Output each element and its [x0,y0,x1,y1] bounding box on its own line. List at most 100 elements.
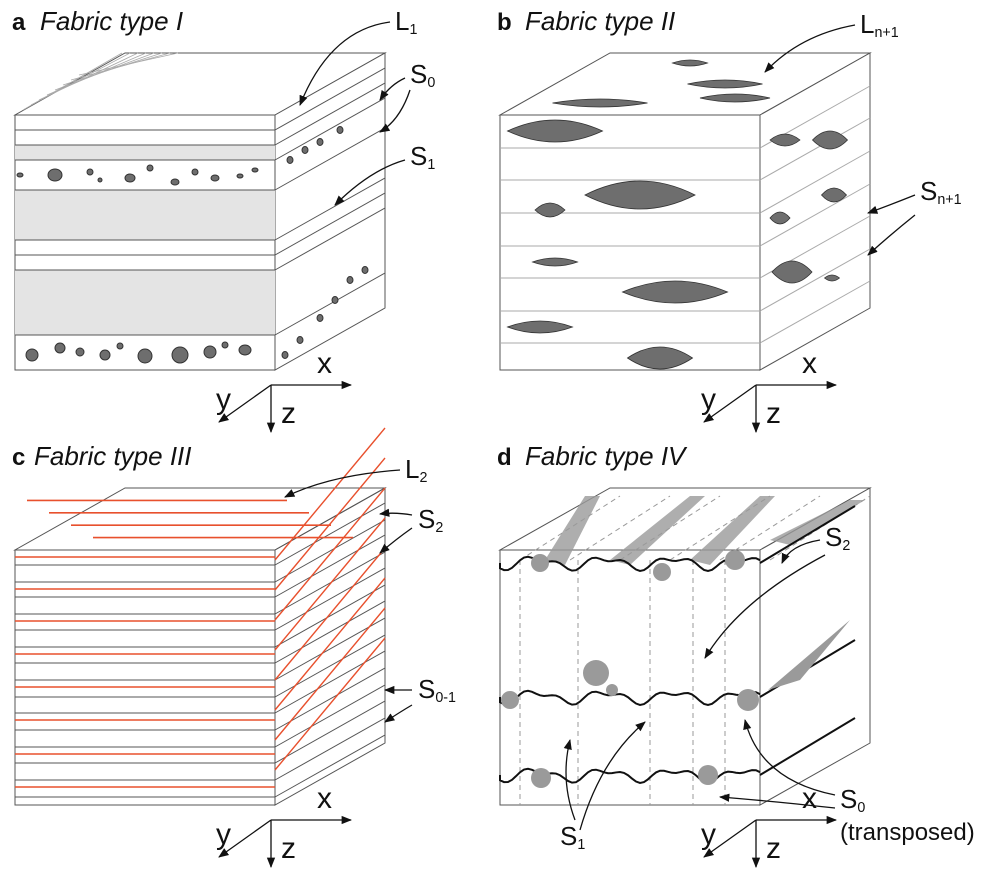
axis-label: z [766,832,781,865]
label-sub: 0 [857,800,865,816]
clast [48,169,62,181]
clast [297,337,303,344]
label-sub: 2 [435,520,443,536]
axis-label: x [317,782,332,815]
label: L1 [395,6,417,38]
axis-label: y [216,383,231,416]
clast [87,169,93,175]
label-main: L [405,454,419,484]
label: Sn+1 [920,176,962,208]
clast [501,691,519,709]
clast [17,173,23,177]
label: L2 [405,454,427,486]
clast [302,147,308,154]
label-main: S [840,784,857,814]
clast [725,550,745,570]
label-sub: n+1 [874,25,898,41]
clast [171,179,179,185]
clast [606,684,618,696]
axis-label: z [281,832,296,865]
clast [125,174,135,182]
axis-label: x [802,347,817,380]
clast [287,157,293,164]
clast [698,765,718,785]
arrow [868,195,915,213]
panel-letter: b [497,9,512,36]
panel-letter: c [12,444,25,471]
clast [347,277,353,284]
clast [653,563,671,581]
axis-label: x [317,347,332,380]
label-sub: 0 [427,75,435,91]
label-main: L [395,6,409,36]
axis-label: y [701,818,716,851]
label-sub: 2 [842,538,850,554]
axis-label: z [281,397,296,430]
clast [147,165,153,171]
label: S0 [840,784,865,816]
panel-letter: a [12,9,26,36]
label-main: S [560,821,577,851]
clast [337,127,343,134]
gray-band [15,270,275,335]
label-sub: n+1 [937,192,961,208]
clast [737,689,759,711]
clast [100,350,110,360]
page: aFabric type IL1S0S1xyzbFabric type IILn… [0,0,1000,870]
figure: aFabric type IL1S0S1xyzbFabric type IILn… [0,0,1000,870]
clast [317,139,323,146]
label-sub: 1 [577,837,585,853]
clast [172,347,188,363]
label-sub: 1 [409,22,417,38]
clast [98,178,102,182]
axis-label: y [216,818,231,851]
clast [317,315,323,322]
arrow [868,215,915,255]
clast [211,175,219,181]
label: S2 [418,504,443,536]
gray-band [15,145,275,160]
label-sub: 0-1 [435,690,456,706]
clast [138,349,152,363]
clast [239,345,251,355]
clast [583,660,609,686]
clast [192,169,198,175]
clast [362,267,368,274]
clast [26,349,38,361]
axis-label: y [701,383,716,416]
label-sub: 1 [427,157,435,173]
label: S0-1 [418,674,456,706]
panel-letter: d [497,444,512,471]
label: S0 [410,59,435,91]
clast [117,343,123,349]
arrow [385,705,412,722]
axis-label: z [766,397,781,430]
label-main: S [825,522,842,552]
clast [282,352,288,359]
label: Ln+1 [860,9,899,41]
gray-band [15,190,275,240]
label-main: S [410,141,427,171]
label-main: S [920,176,937,206]
panel-title: Fabric type II [525,6,675,36]
axis-label: x [802,782,817,815]
clast [55,343,65,353]
clast [252,168,258,172]
label-sub: 2 [419,470,427,486]
label-main: S [418,504,435,534]
clast [204,346,216,358]
label-main: L [860,9,874,39]
label-main: S [410,59,427,89]
clast [76,348,84,356]
front-face [500,550,760,805]
clast [332,297,338,304]
panel-title: Fabric type III [34,441,192,471]
clast [531,554,549,572]
panel-title: Fabric type IV [525,441,688,471]
label: S1 [410,141,435,173]
label-main: (transposed) [840,819,975,846]
clast [531,768,551,788]
label-main: S [418,674,435,704]
clast [222,342,228,348]
label: (transposed) [840,819,975,846]
